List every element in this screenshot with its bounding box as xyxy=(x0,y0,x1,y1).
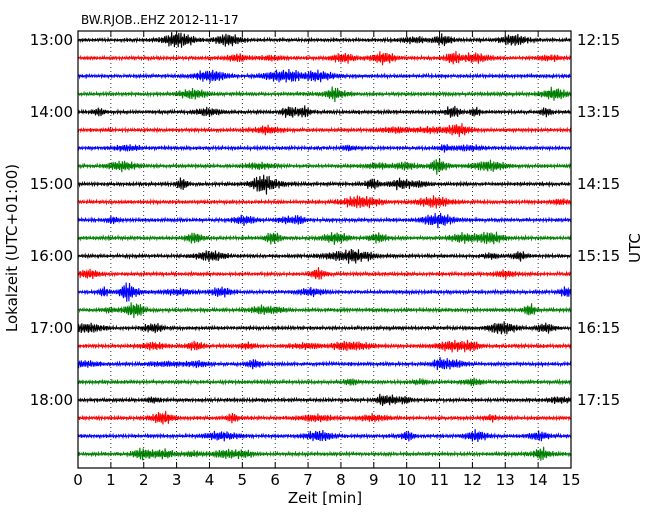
trace-row-16 xyxy=(77,302,572,319)
trace-row-2 xyxy=(77,51,572,66)
x-tick-label: 15 xyxy=(561,471,580,489)
left-tick-label: 18:00 xyxy=(30,391,73,409)
trace-row-20 xyxy=(77,377,572,387)
trace-row-14 xyxy=(77,267,572,280)
x-tick-label: 10 xyxy=(397,471,416,489)
minute-gridlines xyxy=(110,31,539,468)
right-tick-label: 15:15 xyxy=(577,247,620,265)
plot-frame xyxy=(77,30,572,469)
x-axis-label: Zeit [min] xyxy=(288,489,362,507)
trace-row-11 xyxy=(77,212,572,229)
trace-row-13 xyxy=(77,248,572,264)
trace-row-4 xyxy=(77,86,572,103)
left-axis-ticks: 13:00 14:00 15:00 16:00 17:00 18:00 xyxy=(30,31,84,409)
trace-row-8 xyxy=(77,157,572,175)
x-tick-label: 6 xyxy=(270,471,280,489)
trace-row-19 xyxy=(77,357,572,371)
x-tick-label: 11 xyxy=(430,471,449,489)
x-tick-label: 14 xyxy=(529,471,548,489)
trace-row-17 xyxy=(77,321,572,335)
x-tick-label: 4 xyxy=(205,471,215,489)
x-tick-label: 5 xyxy=(238,471,248,489)
right-tick-label: 12:15 xyxy=(577,31,620,49)
trace-row-23 xyxy=(77,429,572,442)
trace-row-7 xyxy=(77,143,572,153)
left-tick-label: 13:00 xyxy=(30,31,73,49)
trace-row-21 xyxy=(77,393,572,407)
x-axis-ticks: 0 1 2 3 4 5 6 7 8 9 10 11 12 13 14 15 xyxy=(73,31,581,489)
right-axis-ticks: 12:15 13:15 14:15 15:15 16:15 17:15 xyxy=(565,31,620,409)
x-tick-label: 7 xyxy=(303,471,313,489)
trace-row-6 xyxy=(77,123,572,138)
x-tick-label: 9 xyxy=(369,471,379,489)
left-tick-label: 14:00 xyxy=(30,103,73,121)
trace-rows xyxy=(77,32,572,461)
trace-row-3 xyxy=(77,68,572,83)
left-tick-label: 15:00 xyxy=(30,175,73,193)
trace-row-9 xyxy=(77,174,572,195)
trace-row-5 xyxy=(77,105,572,118)
trace-row-12 xyxy=(77,231,572,245)
x-tick-label: 12 xyxy=(463,471,482,489)
right-tick-label: 16:15 xyxy=(577,319,620,337)
x-tick-label: 3 xyxy=(172,471,182,489)
trace-row-24 xyxy=(77,446,572,461)
y-axis-label-right: UTC xyxy=(626,233,644,263)
x-tick-label: 2 xyxy=(139,471,149,489)
x-tick-label: 1 xyxy=(106,471,116,489)
right-tick-label: 14:15 xyxy=(577,175,620,193)
trace-row-15 xyxy=(77,282,572,302)
y-axis-label-left: Lokalzeit (UTC+01:00) xyxy=(3,164,21,332)
x-tick-label: 0 xyxy=(73,471,83,489)
trace-row-18 xyxy=(77,339,572,353)
left-tick-label: 16:00 xyxy=(30,247,73,265)
x-tick-label: 13 xyxy=(496,471,515,489)
right-tick-label: 17:15 xyxy=(577,391,620,409)
right-tick-label: 13:15 xyxy=(577,103,620,121)
left-tick-label: 17:00 xyxy=(30,319,73,337)
trace-row-22 xyxy=(77,410,572,425)
trace-row-1 xyxy=(77,32,572,48)
chart-title: BW.RJOB..EHZ 2012-11-17 xyxy=(81,13,239,27)
trace-row-10 xyxy=(77,195,572,209)
x-tick-label: 8 xyxy=(336,471,346,489)
